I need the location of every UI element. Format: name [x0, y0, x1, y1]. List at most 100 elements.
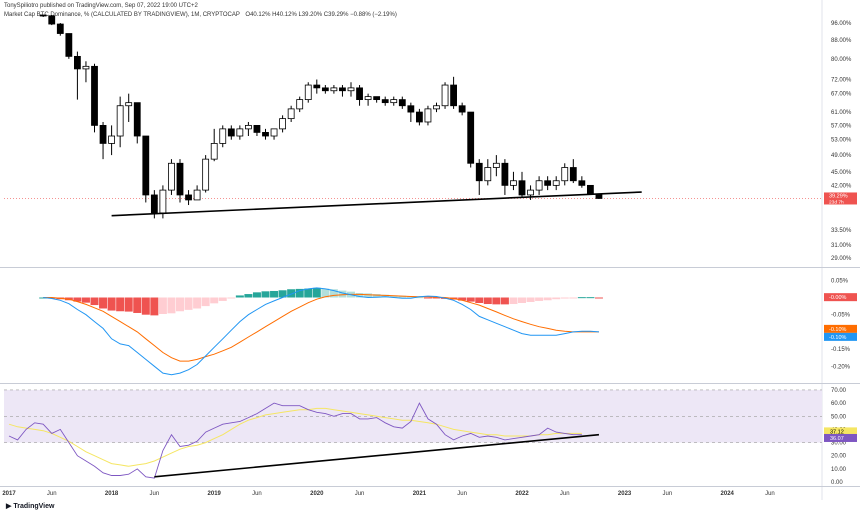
time-axis-label: 2017	[2, 491, 16, 497]
macd-histogram-bar	[560, 297, 569, 299]
price-axis-tick: 49.00%	[831, 153, 852, 159]
rsi-axis-tick: 50.00	[831, 414, 847, 420]
macd-value-badge	[824, 324, 857, 333]
last-price-label: 39.29%	[829, 193, 848, 199]
macd-histogram-bar	[287, 289, 296, 298]
macd-histogram-bar	[133, 297, 142, 313]
time-axis-label: 2021	[413, 491, 427, 497]
time-axis-label: Jun	[457, 491, 467, 497]
macd-histogram-bar	[500, 297, 509, 305]
candle-body	[373, 96, 381, 101]
rsi-axis-tick: 0.00	[831, 480, 843, 486]
macd-line	[43, 287, 600, 376]
macd-histogram-bar	[518, 297, 526, 303]
macd-histogram-bar	[321, 288, 330, 298]
candle-body	[390, 99, 398, 104]
candle-body	[518, 180, 526, 196]
candle-body	[356, 87, 363, 101]
time-axis-label: Jun	[765, 491, 775, 497]
candle-body	[441, 84, 449, 107]
macd-histogram-bar	[158, 297, 167, 314]
ohlc-values: O40.12% H40.12% L39.20% C39.29% −0.88% (…	[245, 12, 397, 18]
candle-body	[424, 108, 432, 123]
price-axis-tick: 29.00%	[831, 256, 852, 262]
macd-histogram-bar	[90, 297, 99, 306]
macd-signal-line	[43, 293, 599, 362]
macd-value-label: -0.00%	[829, 295, 847, 301]
price-axis-tick: 42.00%	[831, 183, 852, 189]
macd-histogram-bar	[124, 297, 133, 312]
macd-histogram-bar	[116, 297, 125, 312]
macd-axis-tick: 0.05%	[831, 278, 849, 284]
candle-body	[176, 162, 184, 196]
macd-histogram-bar	[235, 295, 244, 298]
candle-body	[193, 189, 201, 201]
candle-body	[125, 102, 133, 107]
macd-histogram-bar	[278, 290, 287, 298]
macd-histogram-bar	[458, 297, 467, 301]
candle-body	[569, 167, 577, 182]
candle-body	[595, 193, 603, 199]
candle-body	[484, 167, 492, 182]
macd-histogram-bar	[227, 297, 236, 299]
macd-histogram-bar	[577, 297, 586, 299]
macd-histogram-bar	[423, 297, 432, 299]
macd-histogram-bar	[99, 297, 108, 309]
candle-body	[168, 162, 175, 191]
price-axis-tick: 45.00%	[831, 170, 852, 176]
candle-body	[150, 194, 158, 214]
macd-histogram-bar	[509, 297, 518, 305]
macd-value-badge	[824, 332, 857, 341]
rsi-ma-line	[8, 407, 582, 467]
candle-body	[467, 111, 475, 164]
macd-histogram-bar	[252, 292, 261, 298]
macd-histogram-bar	[389, 295, 398, 298]
time-axis-label: 2018	[105, 491, 119, 497]
rsi-support-trendline	[154, 433, 600, 478]
macd-histogram-bar	[295, 288, 304, 298]
candle-body	[108, 135, 115, 144]
macd-histogram-bar	[398, 295, 407, 298]
candle-body	[458, 105, 466, 113]
macd-histogram-bar	[381, 294, 390, 298]
rsi-axis-tick: 60.00	[831, 401, 847, 407]
candle-body	[202, 158, 210, 191]
candle-body	[227, 128, 235, 137]
time-axis-label: Jun	[252, 491, 262, 497]
macd-histogram-bar	[210, 297, 219, 304]
price-axis-tick: 88.00%	[831, 38, 852, 44]
rsi-line	[8, 402, 582, 479]
macd-histogram-bar	[483, 297, 492, 305]
candle-body	[527, 189, 534, 196]
time-axis-label: Jun	[150, 491, 160, 497]
rsi-value-label: 37.12	[830, 429, 844, 435]
candle-body	[253, 124, 261, 133]
rsi-axis-tick: 20.00	[831, 454, 847, 460]
candle-body	[330, 87, 338, 92]
macd-histogram-bar	[526, 297, 535, 302]
price-axis-tick: 33.50%	[831, 228, 852, 234]
macd-value-label: -0.10%	[829, 327, 847, 333]
candle-body	[99, 124, 107, 144]
macd-histogram-bar	[312, 287, 321, 298]
last-price-countdown: 23d 7h	[829, 199, 844, 205]
macd-histogram-bar	[141, 297, 150, 315]
macd-histogram-bar	[355, 293, 364, 298]
time-axis-label: Jun	[663, 491, 673, 497]
tradingview-logo: ▶ TradingView	[6, 502, 54, 510]
price-axis-tick: 96.00%	[831, 21, 852, 27]
candle-body	[304, 84, 312, 101]
candle-body	[159, 189, 167, 214]
rsi-axis-tick: 30.00	[831, 441, 847, 447]
price-axis-tick: 53.00%	[831, 138, 852, 144]
candle-body	[133, 102, 141, 137]
macd-histogram-bar	[167, 297, 176, 314]
time-axis-label: 2024	[721, 491, 735, 497]
rsi-value-badge	[824, 427, 857, 436]
candle-body	[587, 184, 594, 195]
macd-histogram-bar	[552, 297, 561, 300]
candle-body	[270, 128, 278, 137]
price-axis-tick: 72.00%	[831, 78, 852, 84]
candle-body	[116, 105, 124, 137]
